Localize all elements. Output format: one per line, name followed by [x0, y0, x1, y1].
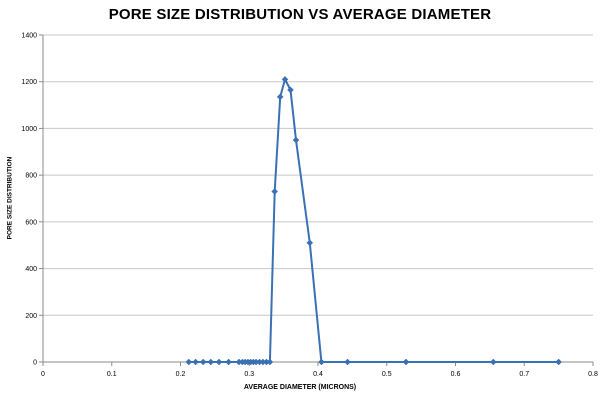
data-point [192, 358, 199, 366]
data-point [292, 136, 300, 144]
y-tick-label-7: 1400 [21, 33, 37, 40]
x-tick-label-6: 0.6 [451, 371, 461, 378]
data-point [215, 358, 223, 366]
x-tick-label-2: 0.2 [176, 371, 186, 378]
x-tick-label-1: 0.1 [107, 371, 117, 378]
x-tick-label-0: 0 [41, 371, 45, 378]
y-tick-label-2: 400 [25, 266, 37, 273]
data-point [225, 358, 232, 366]
y-tick-label-0: 0 [33, 360, 37, 367]
y-tick-label-1: 200 [25, 313, 37, 320]
data-point [185, 358, 193, 366]
data-point [318, 358, 325, 366]
data-point [402, 358, 410, 366]
series-line-0 [188, 78, 559, 363]
data-point [344, 358, 351, 366]
y-tick-label-3: 600 [25, 219, 37, 226]
data-point [306, 239, 314, 247]
data-point [266, 358, 274, 366]
data-point [207, 358, 215, 366]
x-axis-label: AVERAGE DIAMETER (MICRONS) [243, 384, 357, 391]
data-point [271, 188, 279, 195]
y-tick-label-6: 1200 [21, 79, 37, 86]
x-tick-label-5: 0.5 [382, 371, 392, 378]
data-point [276, 93, 284, 101]
data-point [287, 86, 294, 94]
y-tick-label-4: 800 [25, 173, 37, 180]
data-point [555, 358, 562, 366]
y-tick-label-5: 1000 [21, 126, 37, 133]
x-tick-label-3: 0.3 [244, 371, 254, 378]
x-tick-label-4: 0.4 [313, 371, 323, 378]
chart-title: PORE SIZE DISTRIBUTION VS AVERAGE DIAMET… [108, 6, 492, 23]
x-tick-label-8: 0.8 [588, 371, 598, 378]
data-point [199, 358, 207, 366]
data-point [281, 76, 289, 83]
x-tick-label-7: 0.7 [519, 371, 529, 378]
data-point [489, 358, 497, 366]
